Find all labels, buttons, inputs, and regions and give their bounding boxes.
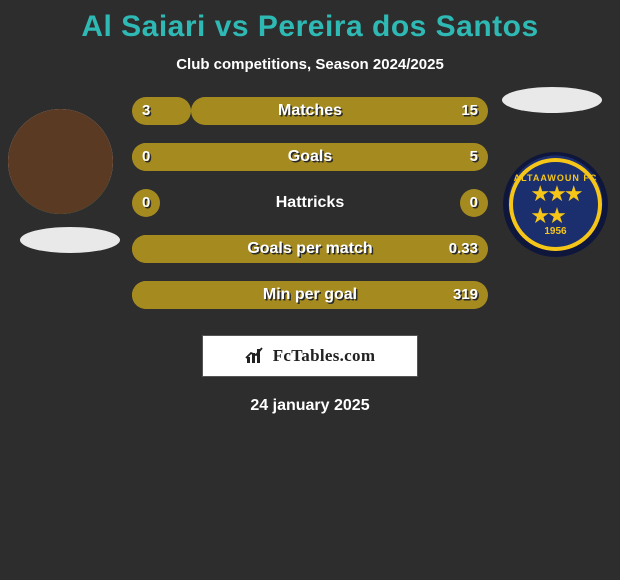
stat-row: 0Hattricks0 bbox=[132, 189, 488, 217]
page-title: Al Saiari vs Pereira dos Santos bbox=[0, 10, 620, 44]
brand-text: FcTables.com bbox=[273, 346, 376, 366]
bar-left bbox=[132, 97, 191, 125]
player-left-avatar bbox=[8, 109, 113, 214]
flag-left bbox=[20, 227, 120, 253]
player-right-avatar: ALTAAWOUN FC ★★★★★ 1956 bbox=[503, 152, 608, 257]
bar-right bbox=[191, 97, 488, 125]
bar-right bbox=[132, 281, 488, 309]
stat-row: 3Matches15 bbox=[132, 97, 488, 125]
bar-right bbox=[132, 235, 488, 263]
bar-left bbox=[132, 189, 160, 217]
bar-right bbox=[460, 189, 488, 217]
chart-icon bbox=[245, 347, 267, 365]
crest-year: 1956 bbox=[544, 226, 566, 237]
club-crest: ALTAAWOUN FC ★★★★★ 1956 bbox=[503, 152, 608, 257]
mugshot-placeholder bbox=[8, 109, 113, 214]
stat-row: Goals per match0.33 bbox=[132, 235, 488, 263]
brand-box: FcTables.com bbox=[202, 335, 418, 377]
bar-right bbox=[132, 143, 488, 171]
stat-rows: 3Matches15 0Goals5 0Hattricks0 Goals per ma… bbox=[132, 97, 488, 309]
stat-row: Min per goal319 bbox=[132, 281, 488, 309]
date: 24 january 2025 bbox=[0, 397, 620, 415]
flag-right bbox=[502, 87, 602, 113]
crest-stars-icon: ★★★★★ bbox=[530, 183, 580, 227]
subtitle: Club competitions, Season 2024/2025 bbox=[0, 56, 620, 73]
stat-row: 0Goals5 bbox=[132, 143, 488, 171]
comparison-arena: ALTAAWOUN FC ★★★★★ 1956 3Matches15 0Goals… bbox=[0, 97, 620, 309]
stat-label: Hattricks bbox=[132, 189, 488, 217]
